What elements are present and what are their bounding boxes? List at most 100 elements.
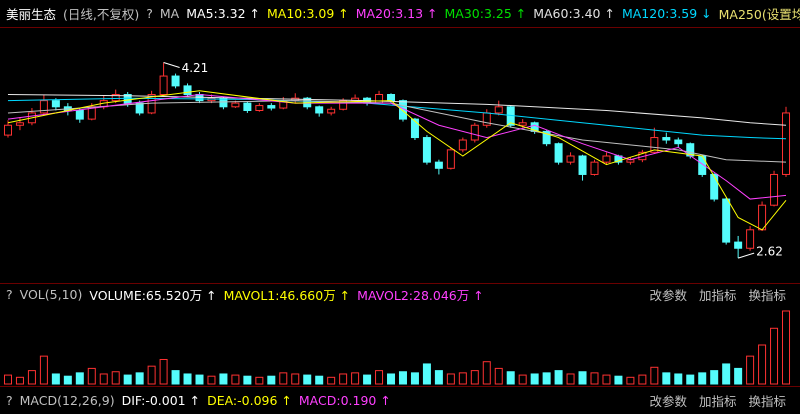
indicator-button[interactable]: 改参数 (649, 287, 687, 303)
volume-bar (494, 367, 503, 385)
candle-body (602, 155, 611, 163)
candle-body (255, 105, 264, 111)
volume-bar (674, 373, 683, 385)
candle-body (578, 155, 587, 175)
indicator-button[interactable]: 加指标 (698, 394, 737, 409)
volume-bar (195, 374, 204, 385)
volume-bar (171, 370, 180, 385)
volume-bar (734, 367, 743, 385)
candle-body (542, 130, 551, 145)
header-item: MA10:3.09 ↑ (267, 6, 349, 21)
candle-body (15, 122, 24, 126)
candle-body (662, 137, 671, 141)
volume-bar (638, 374, 647, 385)
volume-bar (75, 372, 84, 385)
candle-body (650, 137, 659, 153)
candle-body (434, 161, 443, 169)
candle-body (674, 139, 683, 145)
candle-body (710, 173, 719, 200)
ma-line (7, 93, 787, 200)
volume-bar (99, 373, 108, 385)
indicator-button[interactable]: 加指标 (698, 287, 737, 303)
candle-body (39, 100, 48, 114)
candle-body (135, 102, 144, 114)
volume-bar (434, 370, 443, 385)
volume-bar (363, 374, 372, 385)
candle-body (470, 124, 479, 141)
volume-bar (15, 376, 24, 385)
header-item: MACD(12,26,9) (19, 393, 115, 408)
candle-body (410, 118, 419, 139)
volume-bar (554, 370, 563, 385)
volume-bar (446, 373, 455, 385)
candle-body (458, 139, 467, 151)
header-item: (日线,不复权) (63, 7, 140, 22)
volume-bar (387, 373, 396, 385)
macd-header: ? MACD(12,26,9) DIF:-0.001 ↑ DEA:-0.096 ↑ MA… (0, 386, 800, 414)
high-label: 4.21 (182, 61, 209, 75)
candle-body (375, 94, 384, 104)
annotation-leader (163, 62, 180, 68)
volume-bar (87, 367, 96, 385)
candle-body (159, 75, 168, 95)
candle-body (590, 161, 599, 175)
volume-bar (123, 374, 132, 385)
volume-bar (506, 371, 515, 385)
header-item: MA5:3.32 ↑ (186, 6, 261, 21)
header-item: DEA:-0.096 ↑ (207, 393, 292, 408)
volume-bar (782, 310, 791, 385)
volume-bar (27, 370, 36, 385)
volume-bar (63, 375, 72, 385)
volume-bar (375, 370, 384, 385)
indicator-button[interactable]: 换指标 (748, 394, 786, 409)
volume-bar (243, 375, 252, 385)
volume-bar (614, 375, 623, 385)
volume-bar (315, 375, 324, 385)
volume-bar (183, 373, 192, 385)
volume-bar (518, 374, 527, 385)
volume-bar (662, 372, 671, 385)
candle-body (782, 112, 791, 175)
candle-body (3, 124, 12, 136)
header-item: MAVOL2:28.046万 ↑ (357, 287, 484, 303)
volume-bar (231, 374, 240, 385)
volume-bar (542, 372, 551, 385)
header-item: ? (6, 393, 13, 408)
candle-body (518, 122, 527, 126)
volume-bar (207, 375, 216, 385)
candle-body (243, 102, 252, 111)
header-item: MA250(设置均线 (718, 7, 800, 22)
volume-bar (39, 355, 48, 385)
volume-bar (650, 366, 659, 385)
candle-body (51, 100, 60, 108)
volume-header: ? VOL(5,10) VOLUME:65.520万 ↑ MAVOL1:46.660万… (0, 283, 800, 304)
candle-body (494, 106, 503, 114)
candle-body (231, 102, 240, 108)
candle-body (171, 75, 180, 87)
indicator-button[interactable]: 改参数 (649, 394, 687, 409)
candle-body (123, 94, 132, 104)
candle-body (422, 137, 431, 163)
indicator-button[interactable]: 换指标 (748, 287, 786, 303)
volume-bar (327, 376, 336, 385)
candle-body (566, 155, 575, 163)
volume-bar (566, 373, 575, 385)
header-item: MACD:0.190 ↑ (298, 393, 391, 408)
header-item: MA (159, 6, 180, 21)
ma-line (7, 90, 787, 231)
ma-header: 美丽生态 (日线,不复权)? MA MA5:3.32 ↑ MA10:3.09 ↑ MA20… (0, 0, 800, 28)
volume-bar (686, 374, 695, 385)
volume-bar (470, 370, 479, 385)
header-item: DIF:-0.001 ↑ (121, 393, 201, 408)
candle-body (315, 106, 324, 114)
header-item: ? (146, 6, 153, 21)
volume-bar (578, 371, 587, 385)
volume-bar (291, 373, 300, 385)
header-item: MA120:3.59 ↓ (621, 6, 712, 21)
volume-bar (159, 358, 168, 385)
volume-bar (303, 374, 312, 385)
ma-line (7, 94, 787, 126)
volume-bar (147, 365, 156, 385)
header-item: VOLUME:65.520万 ↑ (89, 287, 217, 303)
